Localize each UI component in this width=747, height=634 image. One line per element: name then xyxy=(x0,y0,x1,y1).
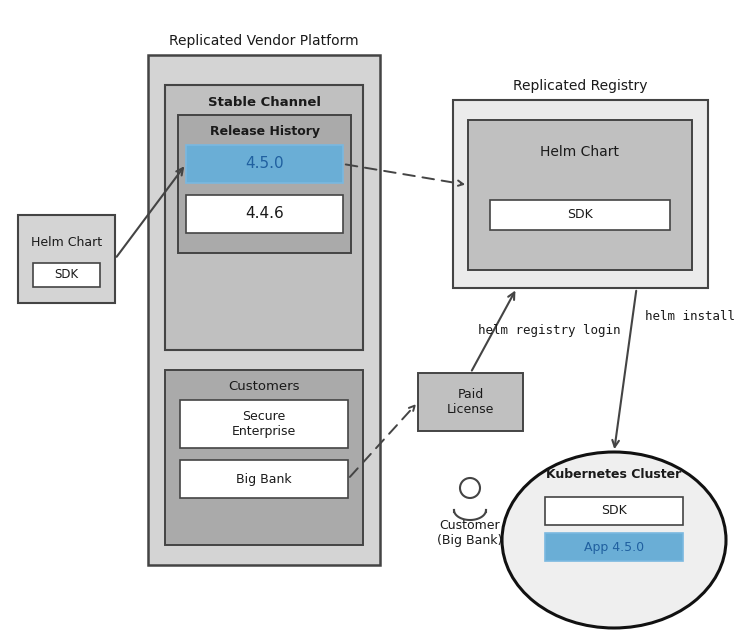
Text: Customer
(Big Bank): Customer (Big Bank) xyxy=(437,519,503,547)
Bar xyxy=(545,497,683,525)
Text: helm install: helm install xyxy=(645,309,734,323)
Bar xyxy=(165,85,363,350)
Text: Helm Chart: Helm Chart xyxy=(541,145,619,159)
Bar xyxy=(418,373,523,431)
Text: 4.4.6: 4.4.6 xyxy=(245,207,284,221)
Text: App 4.5.0: App 4.5.0 xyxy=(584,541,644,553)
Text: Helm Chart: Helm Chart xyxy=(31,236,102,250)
Text: Customers: Customers xyxy=(229,380,300,394)
Text: SDK: SDK xyxy=(601,505,627,517)
Bar xyxy=(186,195,343,233)
Bar xyxy=(18,215,115,303)
Text: helm registry login: helm registry login xyxy=(479,324,621,337)
Text: Big Bank: Big Bank xyxy=(236,472,292,486)
Bar xyxy=(178,115,351,253)
Text: Replicated Vendor Platform: Replicated Vendor Platform xyxy=(169,34,359,48)
Bar xyxy=(165,370,363,545)
Bar xyxy=(180,400,348,448)
Text: Secure
Enterprise: Secure Enterprise xyxy=(232,410,296,438)
Bar xyxy=(545,533,683,561)
Bar xyxy=(453,100,708,288)
Text: Release History: Release History xyxy=(209,126,320,138)
Bar xyxy=(490,200,670,230)
Text: Kubernetes Cluster: Kubernetes Cluster xyxy=(546,467,681,481)
Ellipse shape xyxy=(502,452,726,628)
Bar xyxy=(186,145,343,183)
Bar xyxy=(468,120,692,270)
Bar xyxy=(148,55,380,565)
Text: Stable Channel: Stable Channel xyxy=(208,96,320,108)
Bar xyxy=(33,263,100,287)
Bar xyxy=(180,460,348,498)
Text: Replicated Registry: Replicated Registry xyxy=(513,79,648,93)
Text: 4.5.0: 4.5.0 xyxy=(245,157,284,172)
Text: SDK: SDK xyxy=(567,209,593,221)
Text: SDK: SDK xyxy=(55,269,78,281)
Text: Paid
License: Paid License xyxy=(447,388,495,416)
Circle shape xyxy=(460,478,480,498)
